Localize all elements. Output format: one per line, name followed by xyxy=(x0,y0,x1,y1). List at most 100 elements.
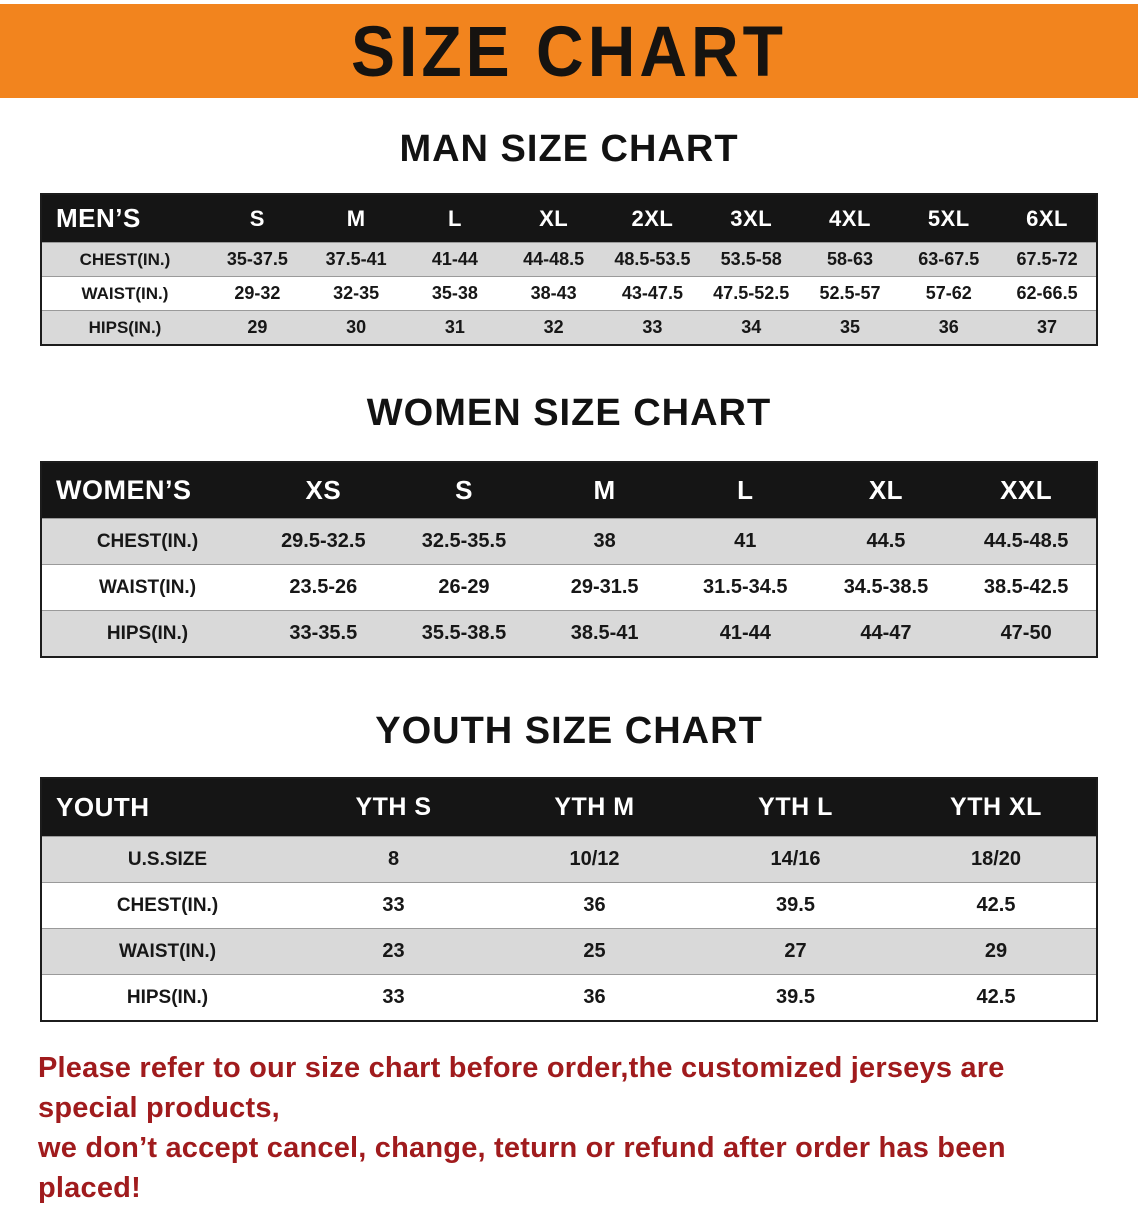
section-men: MAN SIZE CHART MEN’S S M L XL 2XL 3XL 4XL 5XL 6XL… xyxy=(0,128,1138,346)
value-cell: 36 xyxy=(494,882,695,929)
value-cell: 57-62 xyxy=(899,276,999,311)
table-header-row: YOUTH YTH S YTH M YTH L YTH XL xyxy=(41,778,1097,837)
value-cell: 35-38 xyxy=(405,276,505,311)
size-header-cell: M xyxy=(534,462,675,519)
size-header-cell: L xyxy=(405,194,505,243)
value-cell: 41-44 xyxy=(674,610,816,657)
value-cell: 29 xyxy=(896,928,1097,975)
row-label-cell: HIPS(IN.) xyxy=(41,610,253,657)
value-cell: 32 xyxy=(504,310,604,345)
size-header-cell: YTH XL xyxy=(896,778,1097,837)
value-cell: 32.5-35.5 xyxy=(393,518,535,565)
section-youth: YOUTH SIZE CHART YOUTH YTH S YTH M YTH L YTH… xyxy=(0,710,1138,1022)
men-section-heading: MAN SIZE CHART xyxy=(399,128,739,170)
women-section-heading: WOMEN SIZE CHART xyxy=(366,392,772,434)
youth-section-heading: YOUTH SIZE CHART xyxy=(375,710,763,752)
value-cell: 62-66.5 xyxy=(998,276,1097,311)
value-cell: 58-63 xyxy=(800,242,900,277)
value-cell: 35-37.5 xyxy=(208,242,307,277)
value-cell: 48.5-53.5 xyxy=(603,242,702,277)
row-label-cell: CHEST(IN.) xyxy=(41,518,253,565)
value-cell: 35 xyxy=(800,310,900,345)
value-cell: 33 xyxy=(603,310,702,345)
value-cell: 18/20 xyxy=(896,836,1097,883)
value-cell: 38.5-42.5 xyxy=(956,564,1097,611)
row-label-cell: CHEST(IN.) xyxy=(41,882,293,929)
size-header-cell: 4XL xyxy=(800,194,900,243)
value-cell: 29-31.5 xyxy=(534,564,675,611)
value-cell: 42.5 xyxy=(896,882,1097,929)
value-cell: 34.5-38.5 xyxy=(815,564,957,611)
row-label-cell: WAIST(IN.) xyxy=(41,928,293,975)
value-cell: 14/16 xyxy=(695,836,896,883)
table-row: CHEST(IN.) 33 36 39.5 42.5 xyxy=(41,882,1097,929)
row-label-cell: WAIST(IN.) xyxy=(41,564,253,611)
value-cell: 25 xyxy=(494,928,695,975)
value-cell: 36 xyxy=(899,310,999,345)
row-label-cell: WAIST(IN.) xyxy=(41,276,208,311)
size-header-cell: XS xyxy=(253,462,394,519)
value-cell: 10/12 xyxy=(494,836,695,883)
table-header-row: MEN’S S M L XL 2XL 3XL 4XL 5XL 6XL xyxy=(41,194,1097,243)
women-size-table: WOMEN’S XS S M L XL XXL CHEST(IN.) 29.5-32.5 32.5… xyxy=(40,461,1098,658)
value-cell: 36 xyxy=(494,974,695,1021)
value-cell: 38 xyxy=(534,518,675,565)
value-cell: 44.5-48.5 xyxy=(956,518,1097,565)
value-cell: 44-48.5 xyxy=(504,242,604,277)
value-cell: 37.5-41 xyxy=(306,242,406,277)
value-cell: 41-44 xyxy=(405,242,505,277)
value-cell: 26-29 xyxy=(393,564,535,611)
size-header-cell: XL xyxy=(815,462,957,519)
size-header-cell: YTH S xyxy=(293,778,494,837)
value-cell: 27 xyxy=(695,928,896,975)
value-cell: 39.5 xyxy=(695,882,896,929)
value-cell: 33 xyxy=(293,882,494,929)
value-cell: 38-43 xyxy=(504,276,604,311)
table-title-cell: MEN’S xyxy=(41,194,208,243)
value-cell: 37 xyxy=(998,310,1097,345)
value-cell: 32-35 xyxy=(306,276,406,311)
table-row: HIPS(IN.) 33-35.5 35.5-38.5 38.5-41 41-44 44-… xyxy=(41,610,1097,657)
value-cell: 43-47.5 xyxy=(603,276,702,311)
row-label-cell: U.S.SIZE xyxy=(41,836,293,883)
disclaimer-line-2: we don’t accept cancel, change, teturn o… xyxy=(38,1132,1006,1205)
row-label-cell: HIPS(IN.) xyxy=(41,310,208,345)
value-cell: 42.5 xyxy=(896,974,1097,1021)
table-title-cell: YOUTH xyxy=(41,778,293,837)
value-cell: 29-32 xyxy=(208,276,307,311)
table-row: CHEST(IN.) 35-37.5 37.5-41 41-44 44-48.5 48.5… xyxy=(41,242,1097,277)
section-women: WOMEN SIZE CHART WOMEN’S XS S M L XL XXL CHEST(… xyxy=(0,392,1138,658)
table-row: U.S.SIZE 8 10/12 14/16 18/20 xyxy=(41,836,1097,883)
size-header-cell: 2XL xyxy=(603,194,702,243)
value-cell: 35.5-38.5 xyxy=(393,610,535,657)
table-row: WAIST(IN.) 23.5-26 26-29 29-31.5 31.5-34.5 34… xyxy=(41,564,1097,611)
value-cell: 23 xyxy=(293,928,494,975)
value-cell: 31.5-34.5 xyxy=(674,564,816,611)
disclaimer-line-1: Please refer to our size chart before or… xyxy=(38,1052,1005,1125)
value-cell: 38.5-41 xyxy=(534,610,675,657)
size-header-cell: M xyxy=(306,194,406,243)
size-header-cell: YTH L xyxy=(695,778,896,837)
value-cell: 34 xyxy=(701,310,801,345)
size-header-cell: 5XL xyxy=(899,194,999,243)
table-row: HIPS(IN.) 29 30 31 32 33 34 35 36 37 xyxy=(41,310,1097,345)
value-cell: 33 xyxy=(293,974,494,1021)
value-cell: 33-35.5 xyxy=(253,610,394,657)
table-header-row: WOMEN’S XS S M L XL XXL xyxy=(41,462,1097,519)
youth-size-table: YOUTH YTH S YTH M YTH L YTH XL U.S.SIZE 8 10/12… xyxy=(40,777,1098,1022)
size-header-cell: XXL xyxy=(956,462,1097,519)
size-header-cell: YTH M xyxy=(494,778,695,837)
value-cell: 44.5 xyxy=(815,518,957,565)
row-label-cell: CHEST(IN.) xyxy=(41,242,208,277)
table-row: HIPS(IN.) 33 36 39.5 42.5 xyxy=(41,974,1097,1021)
row-label-cell: HIPS(IN.) xyxy=(41,974,293,1021)
banner-title: SIZE CHART xyxy=(351,11,787,91)
value-cell: 39.5 xyxy=(695,974,896,1021)
value-cell: 29 xyxy=(208,310,307,345)
value-cell: 44-47 xyxy=(815,610,957,657)
value-cell: 29.5-32.5 xyxy=(253,518,394,565)
value-cell: 41 xyxy=(674,518,816,565)
value-cell: 53.5-58 xyxy=(701,242,801,277)
value-cell: 63-67.5 xyxy=(899,242,999,277)
